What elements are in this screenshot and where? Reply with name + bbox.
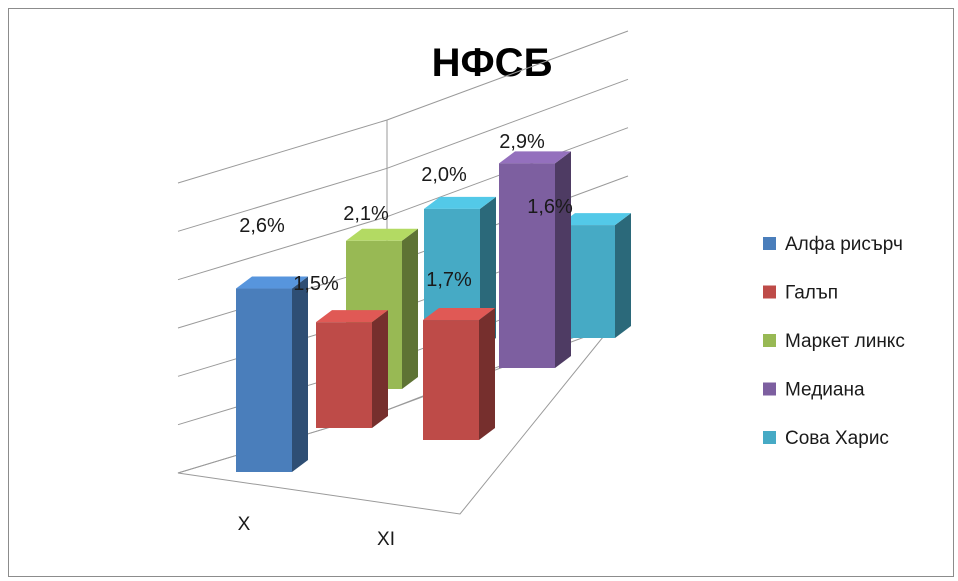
gridline-back-wall	[386, 30, 629, 121]
data-label: 1,5%	[293, 273, 339, 295]
legend-label: Медиана	[785, 380, 865, 401]
legend-swatch	[763, 285, 776, 299]
bar-front	[423, 320, 479, 440]
chart-legend: Алфа рисърч Галъп Маркет линкс Медиана Сова …	[763, 234, 905, 449]
gridline-back-wall	[386, 78, 629, 169]
bar-front	[236, 288, 292, 472]
legend-label: Маркет линкс	[785, 331, 905, 352]
data-label: 2,1%	[343, 203, 389, 225]
bar-front	[316, 322, 372, 428]
bar-side	[292, 276, 308, 472]
legend-label: Галъп	[785, 283, 838, 304]
data-label: 2,6%	[239, 215, 285, 237]
bar-front	[499, 163, 555, 368]
bar-top	[499, 151, 571, 164]
data-label: 2,9%	[499, 131, 545, 153]
category-label: X	[238, 514, 251, 535]
bar-top	[423, 308, 495, 321]
gridline-left-wall	[177, 167, 388, 232]
bar	[316, 310, 388, 428]
legend-item: Маркет линкс	[763, 331, 905, 352]
chart-bars	[236, 151, 631, 472]
legend-swatch	[763, 382, 776, 396]
legend-item: Медиана	[763, 380, 865, 401]
data-label: 1,6%	[527, 196, 573, 218]
bar-top	[424, 196, 496, 209]
legend-swatch	[763, 237, 776, 250]
chart-title: НФСБ	[432, 41, 553, 85]
data-label: 1,7%	[426, 269, 472, 291]
chart-category-labels: X XI	[238, 514, 395, 550]
bar-side	[615, 213, 631, 338]
gridline-left-wall	[177, 216, 388, 281]
bar-side	[372, 310, 388, 428]
legend-label: Сова Харис	[785, 428, 889, 449]
bar-side	[479, 308, 495, 440]
category-label: XI	[377, 529, 395, 550]
bar-top	[559, 213, 631, 226]
legend-item: Сова Харис	[763, 428, 889, 449]
bar	[499, 151, 571, 368]
chart-data-labels: 2,6% 1,5% 2,1% 2,0% 1,7% 2,9% 1,6%	[239, 131, 573, 295]
data-label: 2,0%	[421, 164, 467, 186]
legend-swatch	[763, 334, 776, 347]
legend-swatch	[763, 431, 776, 444]
bar-top	[236, 276, 308, 289]
bar-top	[346, 228, 418, 241]
bar	[236, 276, 308, 472]
legend-item: Алфа рисърч	[763, 234, 903, 255]
gridline-left-wall	[177, 119, 388, 184]
bar-side	[402, 228, 418, 389]
bar	[423, 308, 495, 440]
legend-label: Алфа рисърч	[785, 234, 903, 255]
legend-item: Галъп	[763, 283, 838, 304]
bar-side	[555, 151, 571, 368]
bar-top	[316, 310, 388, 323]
